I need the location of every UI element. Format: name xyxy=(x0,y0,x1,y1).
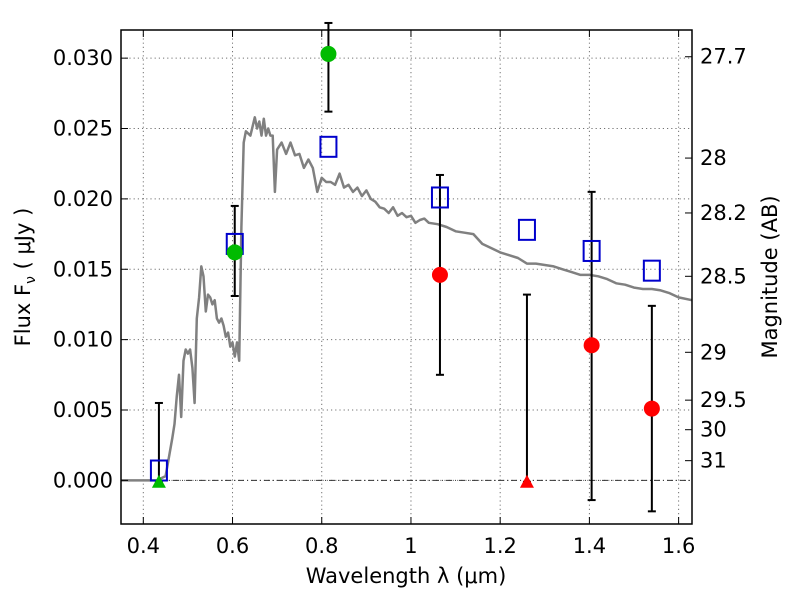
photometry-point xyxy=(226,244,243,261)
y-tick-label: 0.020 xyxy=(53,187,113,211)
photometry-point xyxy=(643,400,660,417)
x-tick-label: 1 xyxy=(404,534,417,558)
y2-tick-label: 28.2 xyxy=(700,201,747,225)
y2-tick-label: 29.5 xyxy=(700,388,747,412)
photometry-point xyxy=(583,337,600,354)
y-tick-label: 0.000 xyxy=(53,468,113,492)
x-axis-ticks: 0.4 0.6 0.8 1 1.2 1.4 1.6 xyxy=(127,30,695,558)
y2-tick-label: 29 xyxy=(700,340,727,364)
y-axis-label-main: Flux F xyxy=(11,284,35,346)
x-tick-label: 1.4 xyxy=(573,534,606,558)
x-axis-label: Wavelength λ (μm) xyxy=(306,564,507,588)
y-axis-label-unit: ( μJy ) xyxy=(11,208,35,276)
x-tick-label: 0.4 xyxy=(127,534,160,558)
y-tick-label: 0.010 xyxy=(53,328,113,352)
y-axis-ticks: 0.000 0.005 0.010 0.015 0.020 0.025 0.030 xyxy=(53,46,128,492)
model-photometry-square xyxy=(582,239,601,262)
y-tick-label: 0.025 xyxy=(53,117,113,141)
x-tick-label: 0.8 xyxy=(305,534,338,558)
y-tick-label: 0.015 xyxy=(53,257,113,281)
photometry-point xyxy=(431,266,448,283)
y2-tick-label: 30 xyxy=(700,418,727,442)
y-tick-label: 0.030 xyxy=(53,46,113,70)
y2-axis-label: Magnitude (AB) xyxy=(758,195,782,358)
y2-tick-label: 28 xyxy=(700,146,727,170)
y2-axis-ticks: 27.7 28 28.2 28.5 29 29.5 30 31 xyxy=(685,45,747,473)
upper-limit-triangle xyxy=(151,474,166,488)
x-tick-label: 1.2 xyxy=(483,534,516,558)
photometry-point xyxy=(320,45,337,62)
y2-tick-label: 27.7 xyxy=(700,45,747,69)
x-tick-label: 1.6 xyxy=(662,534,695,558)
y2-tick-label: 28.5 xyxy=(700,264,747,288)
grid-layer xyxy=(121,30,692,524)
y2-tick-label: 31 xyxy=(700,449,727,473)
model-photometry-square xyxy=(319,135,338,158)
marker-layer xyxy=(149,45,661,488)
plot-frame xyxy=(120,29,693,525)
model-photometry-square xyxy=(517,218,536,241)
x-tick-label: 0.6 xyxy=(216,534,249,558)
model-spectrum-line xyxy=(121,116,693,482)
y-axis-label-subscript: ν xyxy=(23,276,39,284)
model-photometry-square xyxy=(642,259,661,282)
upper-limit-triangle xyxy=(519,474,534,488)
model-spectrum-layer xyxy=(121,116,693,482)
y-axis-label: Flux Fν ( μJy ) xyxy=(11,208,39,347)
model-photometry-square xyxy=(430,186,449,209)
y-tick-label: 0.005 xyxy=(53,398,113,422)
